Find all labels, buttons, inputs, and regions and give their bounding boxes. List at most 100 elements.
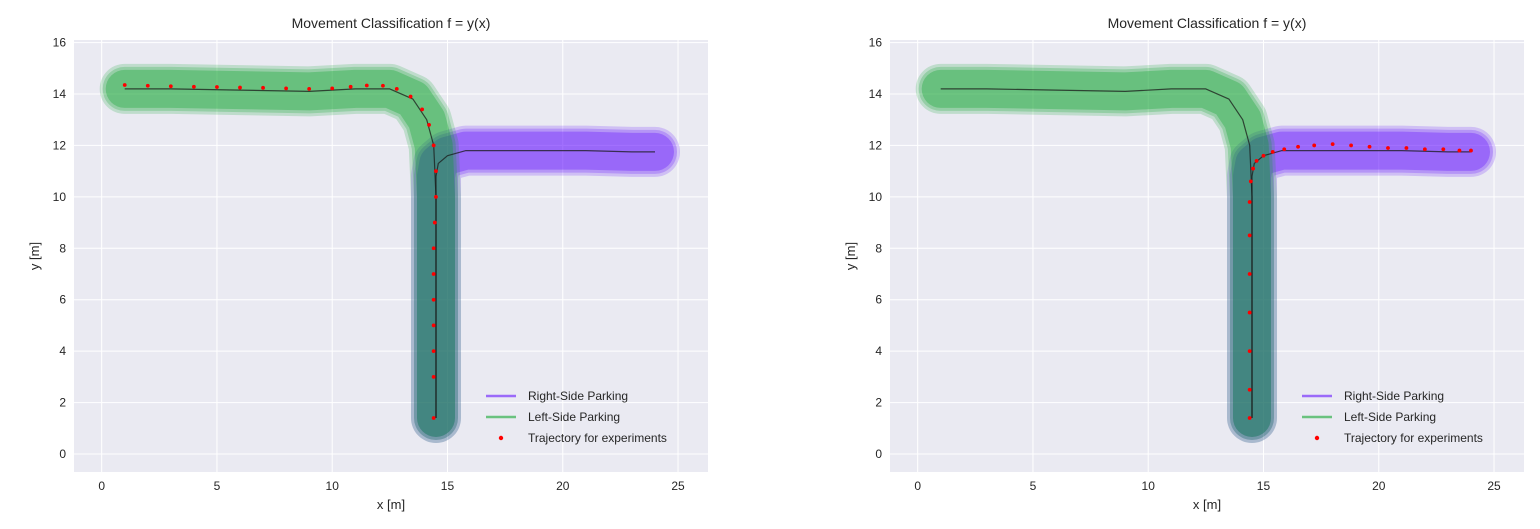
x-tick-label: 15 [441, 479, 455, 493]
y-tick-label: 4 [875, 344, 882, 358]
chart-left: 0 5 10 15 20 25 0 2 4 6 8 10 12 14 16 Movement Classifi… [0, 0, 770, 524]
legend-label: Trajectory for experiments [528, 431, 667, 445]
legend-swatch [498, 435, 504, 441]
x-tick-label: 10 [1142, 479, 1156, 493]
trajectory-point [122, 83, 127, 87]
x-axis-label: x [m] [377, 497, 405, 512]
trajectory-point [431, 246, 436, 251]
band-left-side-parking-centerline [940, 88, 1253, 418]
trajectory-point [431, 374, 436, 379]
trajectory-point [431, 272, 436, 276]
trajectory-point [420, 107, 425, 112]
x-axis-label: x [m] [1193, 497, 1221, 512]
trajectory-point [431, 297, 436, 302]
trajectory-point [1312, 143, 1317, 148]
y-tick-label: 16 [869, 36, 883, 50]
x-tick-label: 0 [914, 479, 921, 493]
plot-layer [99, 63, 680, 443]
trajectory-point [1251, 166, 1256, 171]
y-tick-label: 10 [53, 190, 67, 204]
trajectory-point [1386, 146, 1390, 150]
trajectory-point [1254, 158, 1259, 163]
trajectory-point [1248, 179, 1253, 184]
trajectory-point [1247, 233, 1252, 238]
x-tick-label: 5 [214, 479, 221, 493]
trajectory-point [1270, 149, 1275, 154]
trajectory-point [307, 86, 312, 91]
legend-label: Trajectory for experiments [1344, 431, 1483, 445]
trajectory-point [238, 85, 242, 90]
y-tick-label: 0 [59, 447, 66, 461]
y-tick-label: 6 [59, 293, 66, 307]
trajectory-point [434, 169, 438, 174]
trajectory-point [1367, 144, 1372, 149]
trajectory-point [1422, 147, 1427, 152]
legend-label: Left-Side Parking [1344, 410, 1436, 424]
chart-right: 0 5 10 15 20 25 0 2 4 6 8 10 12 14 16 Movement Classifi… [816, 0, 1540, 524]
y-tick-label: 8 [875, 241, 882, 255]
trajectory-point [431, 323, 436, 328]
legend-label: Right-Side Parking [1344, 389, 1444, 403]
trajectory-point [431, 349, 436, 354]
x-tick-label: 5 [1030, 479, 1037, 493]
band-left-side-parking-centerline [124, 88, 437, 418]
trajectory-point [1349, 143, 1353, 148]
y-tick-label: 6 [875, 293, 882, 307]
trajectory-point [330, 86, 335, 91]
trajectory-point [431, 143, 436, 148]
y-tick-label: 2 [875, 396, 882, 410]
y-tick-label: 14 [869, 87, 883, 101]
x-tick-label: 25 [671, 479, 685, 493]
plot-layer [915, 63, 1496, 443]
x-tick-label: 0 [98, 479, 105, 493]
y-tick-label: 12 [869, 138, 883, 152]
trajectory-point [394, 86, 399, 91]
x-tick-label: 25 [1487, 479, 1501, 493]
chart-right-svg: 0 5 10 15 20 25 0 2 4 6 8 10 12 14 16 Movement Classifi… [843, 15, 1524, 512]
trajectory-point [1247, 349, 1252, 354]
y-tick-label: 8 [59, 241, 66, 255]
trajectory-point [381, 83, 385, 88]
trajectory-point [1330, 142, 1335, 147]
y-tick-label: 12 [53, 138, 67, 152]
trajectory-point [364, 83, 369, 88]
trajectory-point [348, 84, 353, 89]
trajectory-point [1247, 416, 1252, 420]
y-tick-label: 4 [59, 344, 66, 358]
trajectory-point [432, 220, 437, 225]
y-axis-label: y [m] [27, 242, 42, 270]
legend-label: Right-Side Parking [528, 389, 628, 403]
chart-title: Movement Classification f = y(x) [292, 15, 491, 31]
trajectory-point [1247, 200, 1252, 204]
plot-area [890, 40, 1524, 472]
trajectory-point [1404, 146, 1409, 150]
y-tick-label: 14 [53, 87, 67, 101]
trajectory-point [284, 86, 289, 91]
trajectory-point [434, 194, 438, 199]
legend-label: Left-Side Parking [528, 410, 620, 424]
y-tick-label: 16 [53, 36, 67, 50]
x-tick-label: 20 [1372, 479, 1386, 493]
trajectory-point [1469, 148, 1473, 153]
trajectory-point [1441, 147, 1446, 152]
trajectory-point [1247, 310, 1252, 315]
trajectory-point [1247, 272, 1252, 276]
trajectory-point [1296, 144, 1300, 149]
trajectory-point [215, 85, 219, 89]
trajectory-point [1247, 387, 1252, 392]
trajectory-point [168, 84, 173, 89]
trajectory-point [408, 94, 413, 99]
x-tick-label: 20 [556, 479, 570, 493]
x-tick-label: 10 [326, 479, 340, 493]
chart-left-svg: 0 5 10 15 20 25 0 2 4 6 8 10 12 14 16 Movement Classifi… [27, 15, 708, 512]
trajectory-point [191, 84, 196, 89]
trajectory-point [427, 122, 431, 127]
y-tick-label: 10 [869, 190, 883, 204]
plot-area [74, 40, 708, 472]
trajectory-point [145, 83, 150, 88]
y-axis-label: y [m] [843, 242, 858, 270]
y-tick-label: 0 [875, 447, 882, 461]
trajectory-point [261, 85, 265, 90]
x-tick-label: 15 [1257, 479, 1271, 493]
y-tick-label: 2 [59, 396, 66, 410]
